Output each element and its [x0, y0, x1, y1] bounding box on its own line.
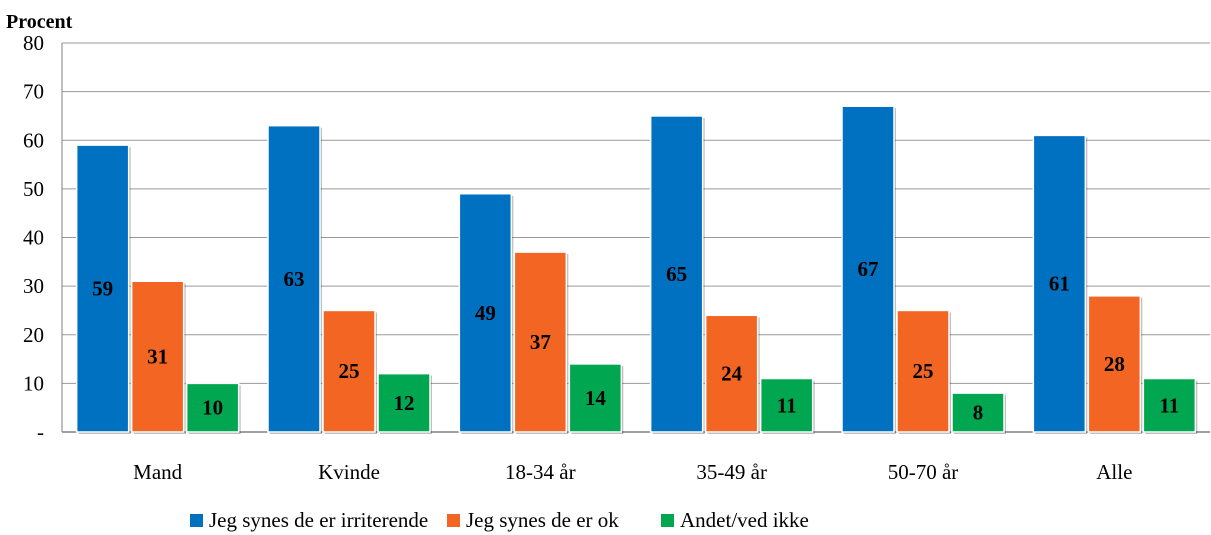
data-label: 63: [284, 267, 305, 291]
bars: 59 31 10 63 25 12 49 37 14 65 24 11 67 25 8 61 28 11: [75, 105, 1198, 435]
bar: [377, 372, 431, 433]
bar: [322, 309, 376, 433]
x-category-label: Alle: [1096, 460, 1132, 484]
x-category-label: Mand: [133, 460, 182, 484]
bar: [759, 377, 814, 433]
bar: [1032, 134, 1087, 433]
legend: Jeg synes de er irriterende Jeg synes de …: [190, 508, 809, 532]
y-tick-label: 20: [23, 323, 44, 347]
x-category-label: 35-49 år: [696, 460, 767, 484]
gridlines: [61, 42, 1210, 433]
y-axis-unit-label: Procent: [6, 11, 73, 33]
data-label: 59: [92, 277, 113, 301]
y-tick-label: 30: [23, 274, 44, 298]
bar: [75, 144, 130, 433]
bar: [267, 124, 321, 433]
bar: [704, 314, 759, 433]
data-label: 25: [913, 359, 934, 383]
bar: [458, 192, 513, 433]
legend-swatch: [661, 514, 674, 527]
bar: [130, 280, 185, 433]
x-category-label: Kvinde: [318, 460, 380, 484]
bar: [1142, 377, 1197, 433]
bar: [649, 115, 704, 433]
data-label: 65: [666, 262, 687, 286]
bar: [568, 363, 623, 433]
legend-label: Jeg synes de er irriterende: [209, 508, 428, 532]
data-label: 12: [394, 391, 415, 415]
data-label: 25: [339, 359, 360, 383]
data-label: 14: [585, 386, 607, 410]
y-tick-label: -: [37, 420, 44, 444]
bar: [185, 382, 240, 433]
x-axis-categories: Mand Kvinde 18-34 år 35-49 år 50-70 år Alle: [133, 460, 1132, 484]
y-tick-label: 40: [23, 226, 44, 250]
data-label: 61: [1049, 272, 1070, 296]
data-label: 11: [1159, 393, 1179, 417]
data-label: 49: [475, 301, 496, 325]
data-label: 28: [1104, 352, 1125, 376]
data-label: 10: [202, 396, 223, 420]
y-tick-label: 50: [23, 177, 44, 201]
data-label: 8: [973, 401, 984, 425]
bar: [951, 392, 1005, 433]
y-tick-label: 60: [23, 128, 44, 152]
y-tick-label: 80: [23, 31, 44, 55]
bar: [513, 251, 568, 433]
x-category-label: 50-70 år: [888, 460, 959, 484]
legend-label: Jeg synes de er ok: [466, 508, 619, 532]
y-tick-label: 70: [23, 80, 44, 104]
y-axis-ticks: - 10 20 30 40 50 60 70 80: [23, 31, 44, 444]
data-label: 37: [530, 330, 551, 354]
data-label: 67: [858, 257, 879, 281]
bar: [841, 105, 895, 433]
data-label: 11: [777, 393, 797, 417]
data-label: 24: [721, 362, 743, 386]
data-label: 31: [147, 345, 168, 369]
bar: [1087, 295, 1142, 433]
legend-swatch: [447, 514, 460, 527]
y-tick-label: 10: [23, 371, 44, 395]
legend-label: Andet/ved ikke: [680, 508, 809, 532]
x-category-label: 18-34 år: [505, 460, 576, 484]
legend-swatch: [190, 514, 203, 527]
bar: [896, 309, 950, 433]
